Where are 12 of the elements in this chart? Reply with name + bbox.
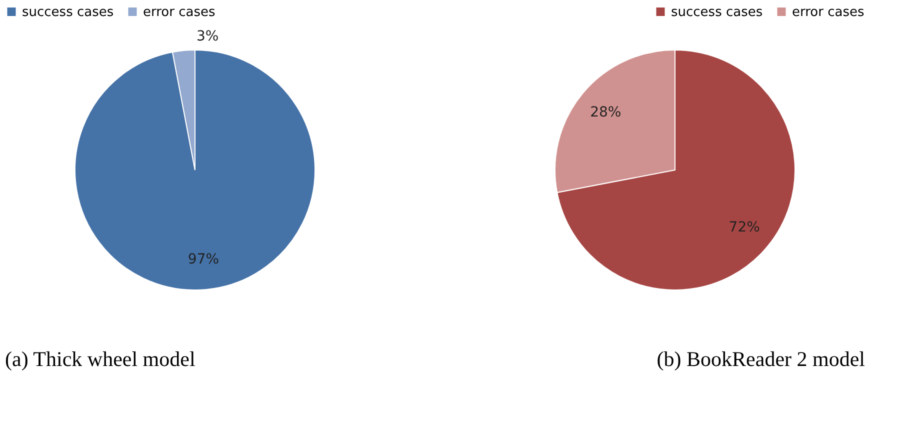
legend-label: error cases: [792, 4, 864, 20]
legend-label: success cases: [671, 4, 763, 20]
legend-label: success cases: [22, 4, 114, 20]
legend-label: error cases: [143, 4, 216, 20]
data-label: 72%: [728, 219, 760, 236]
data-label: 28%: [590, 104, 622, 121]
data-label: 97%: [188, 252, 220, 268]
text: (b) BookReader 2 model: [656, 347, 866, 371]
data-label: 3%: [196, 28, 219, 45]
pie-slice: [556, 50, 796, 290]
pie-slice: [74, 50, 316, 290]
text: (a) Thick wheel model: [5, 347, 196, 371]
